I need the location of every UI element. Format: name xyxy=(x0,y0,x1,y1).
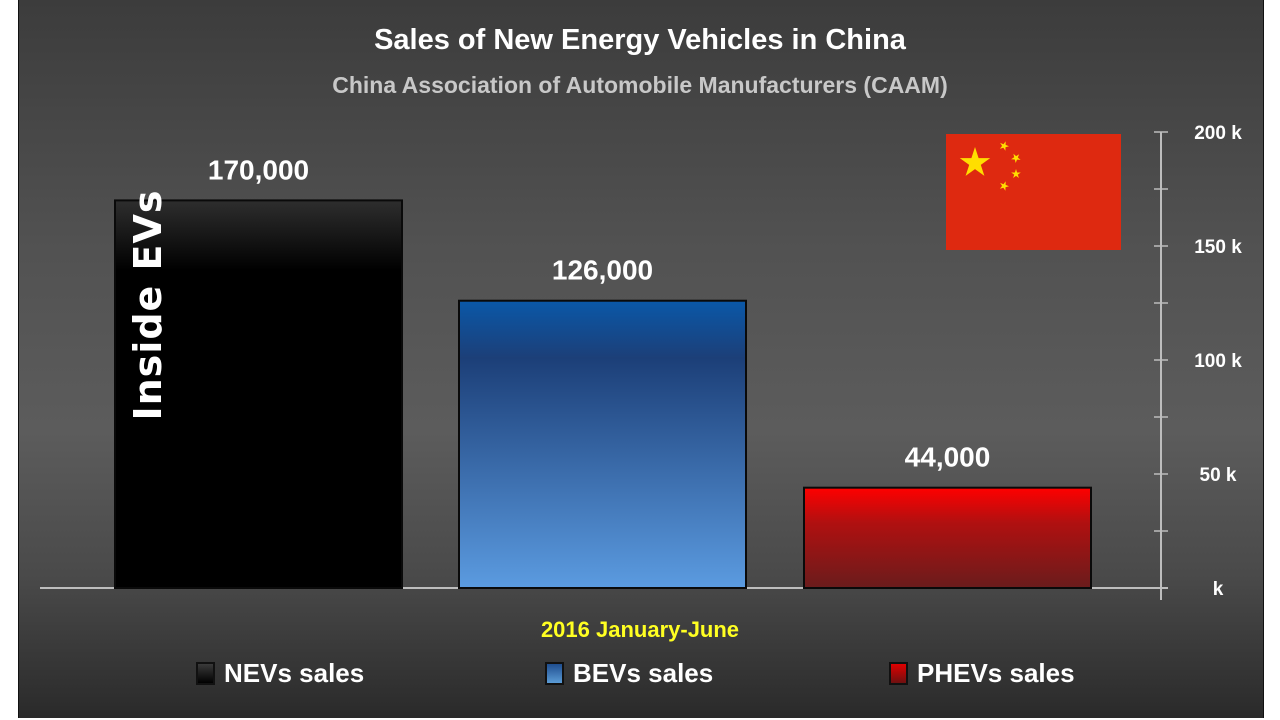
bar-bevs xyxy=(458,299,747,589)
chart-title: Sales of New Energy Vehicles in China xyxy=(374,24,906,56)
bar-nevs xyxy=(114,199,403,589)
bar-phevs xyxy=(803,486,1092,589)
y-tick-label: 50 k xyxy=(1200,465,1237,486)
legend-swatch-phevs xyxy=(889,662,908,685)
legend-label-nevs: NEVs sales xyxy=(224,658,365,688)
chart-subtitle: China Association of Automobile Manufact… xyxy=(332,72,948,98)
y-tick-label: 100 k xyxy=(1194,351,1242,372)
legend-item-phevs: PHEVs sales xyxy=(889,658,1075,689)
data-label-phevs: 44,000 xyxy=(905,442,991,473)
x-axis-label: 2016 January-June xyxy=(540,617,740,642)
legend-label-bevs: BEVs sales xyxy=(573,658,714,688)
y-tick-label: 150 k xyxy=(1194,237,1242,258)
data-label-nevs: 170,000 xyxy=(208,154,309,185)
china-flag-icon xyxy=(946,134,1121,250)
legend-item-bevs: BEVs sales xyxy=(545,658,713,689)
legend-swatch-nevs xyxy=(196,662,215,685)
legend-swatch-bevs xyxy=(545,662,564,685)
y-tick-label: 200 k xyxy=(1194,123,1242,144)
y-tick-label: k xyxy=(1213,579,1224,600)
data-label-bevs: 126,000 xyxy=(552,255,653,286)
legend-item-nevs: NEVs sales xyxy=(196,658,364,689)
legend-label-phevs: PHEVs sales xyxy=(917,658,1075,688)
watermark-text: Inside EVs xyxy=(126,189,170,421)
